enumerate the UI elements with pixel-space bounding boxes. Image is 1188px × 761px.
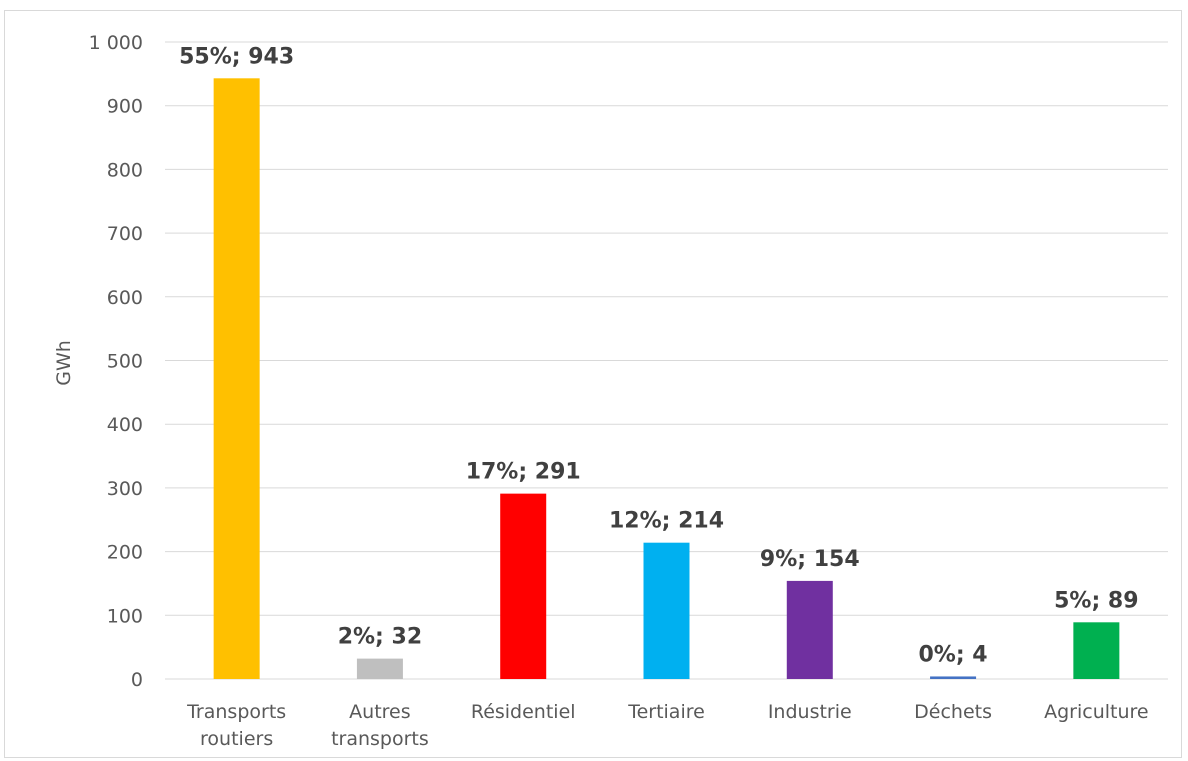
y-tick-label: 500	[107, 351, 143, 373]
x-category-label: Transports	[186, 701, 286, 723]
y-tick-label: 100	[107, 605, 143, 627]
data-label: 9%; 154	[760, 547, 860, 572]
x-category-label: Déchets	[914, 701, 992, 723]
x-axis-categories: Transports routiers Autres transports Réside…	[186, 701, 1148, 750]
y-tick-label: 200	[107, 542, 143, 564]
y-tick-label: 800	[107, 159, 143, 181]
data-label: 0%; 4	[919, 642, 988, 667]
y-tick-label: 900	[107, 96, 143, 118]
x-category-label: transports	[331, 728, 429, 750]
gridlines	[165, 41, 1168, 680]
chart-frame	[4, 10, 1182, 758]
bar	[1073, 622, 1120, 679]
bar	[930, 676, 977, 679]
bar	[356, 658, 403, 679]
y-tick-label: 1 000	[89, 32, 143, 54]
data-label: 17%; 291	[466, 460, 581, 485]
data-label: 2%; 32	[338, 625, 422, 650]
x-category-label: Tertiaire	[627, 701, 705, 723]
data-labels: 55%; 943 2%; 32 17%; 291 12%; 214 9%; 154 0%;…	[179, 44, 1138, 667]
x-category-label: Résidentiel	[471, 701, 576, 723]
y-tick-label: 700	[107, 223, 143, 245]
y-axis-title: GWh	[53, 340, 75, 386]
y-tick-label: 600	[107, 287, 143, 309]
bar	[643, 542, 690, 679]
x-category-label: Industrie	[768, 701, 852, 723]
y-axis-ticks: 0 100 200 300 400 500 600 700 800 900 1 000	[89, 32, 143, 691]
bars	[213, 78, 1120, 679]
data-label: 55%; 943	[179, 44, 294, 69]
y-tick-label: 300	[107, 478, 143, 500]
bar	[500, 493, 547, 679]
data-label: 12%; 214	[609, 509, 724, 534]
x-category-label: routiers	[200, 728, 273, 750]
y-tick-label: 0	[131, 669, 143, 691]
y-tick-label: 400	[107, 414, 143, 436]
bar	[786, 580, 833, 679]
bar	[213, 78, 260, 679]
data-label: 5%; 89	[1054, 588, 1138, 613]
x-category-label: Agriculture	[1044, 701, 1149, 723]
x-category-label: Autres	[349, 701, 410, 723]
